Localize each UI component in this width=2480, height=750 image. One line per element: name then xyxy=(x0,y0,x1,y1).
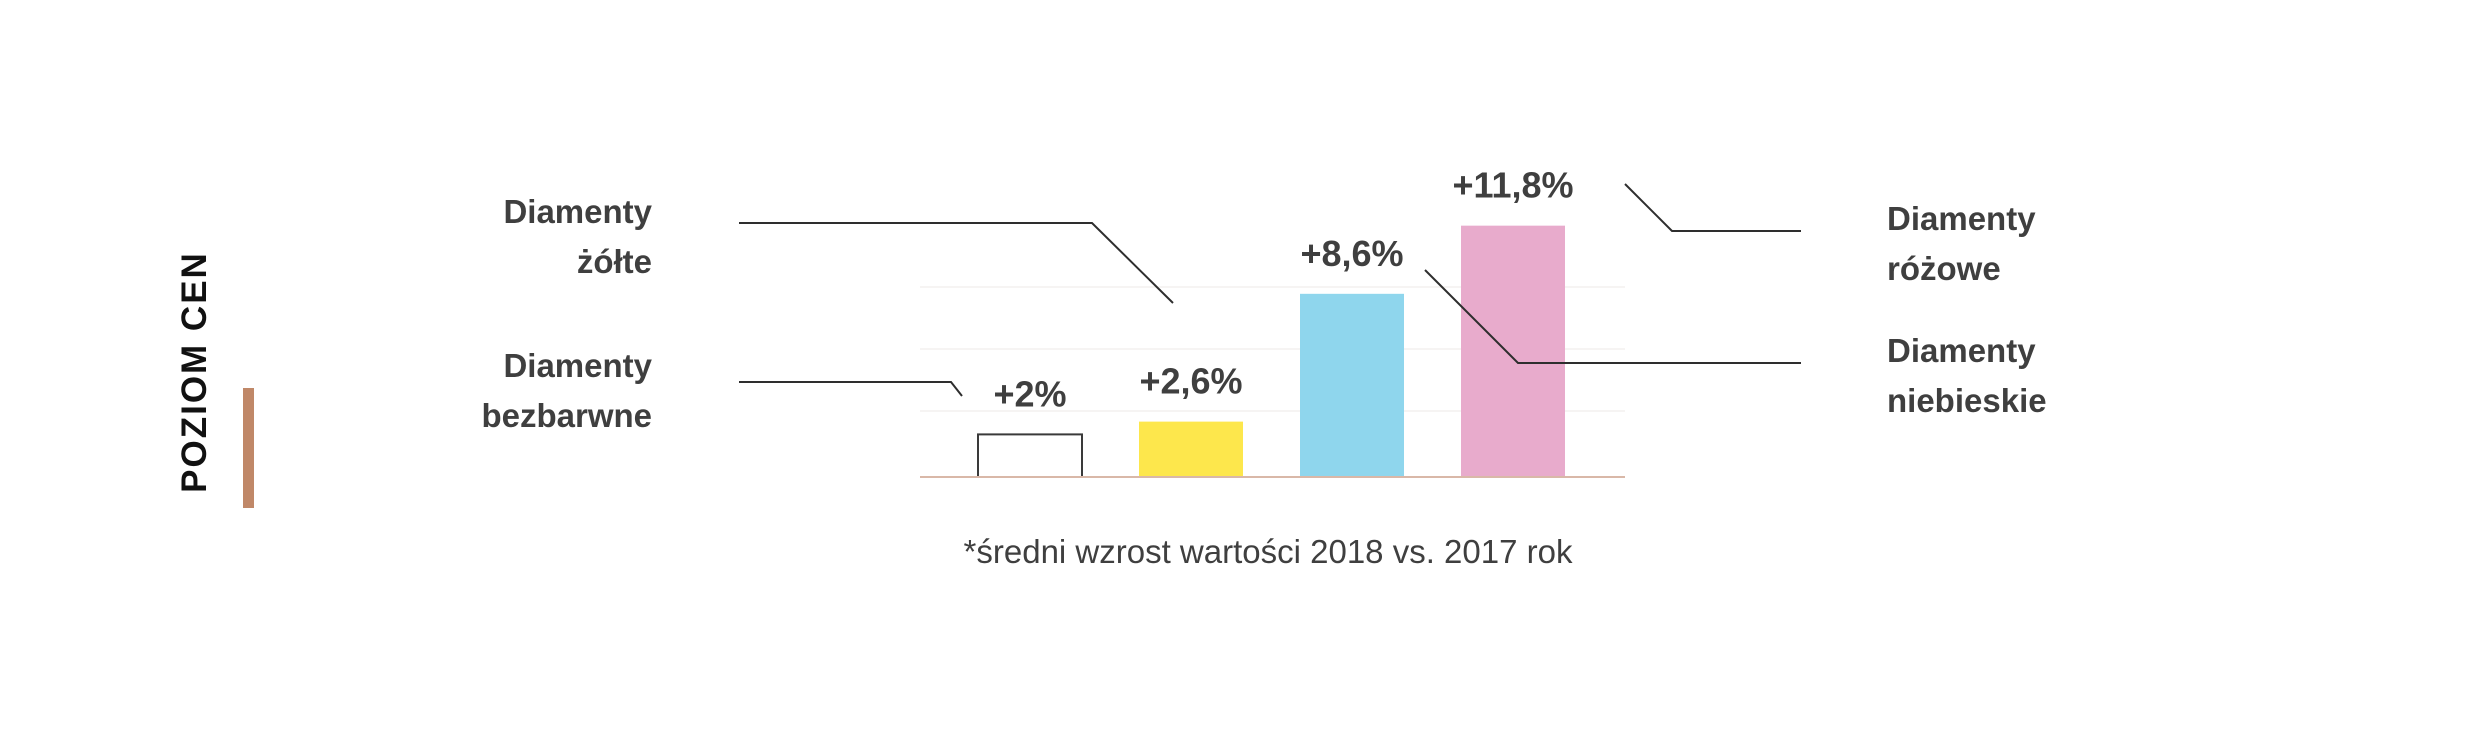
value-label-2: +2,6% xyxy=(1139,361,1242,402)
category-label-4: Diamenty różowe xyxy=(1887,200,2036,287)
value-label-4: +11,8% xyxy=(1452,165,1573,206)
category-labels: Diamenty bezbarwne Diamenty żółte Diamenty ni… xyxy=(481,193,2046,434)
footnote: *średni wzrost wartości 2018 vs. 2017 ro… xyxy=(964,533,1573,570)
y-axis-title: POZIOM CEN xyxy=(175,251,214,493)
leader-lines xyxy=(739,183,1801,397)
bar-1 xyxy=(977,433,1083,478)
category-label-2: Diamenty żółte xyxy=(503,193,652,280)
leader-line-4 xyxy=(1624,183,1801,232)
bar-2 xyxy=(1139,421,1243,477)
bar-3 xyxy=(1300,293,1404,477)
axis-accent-bar xyxy=(243,388,254,508)
value-labels: +2% +2,6% +8,6% +11,8% xyxy=(993,165,1573,415)
category-label-1: Diamenty bezbarwne xyxy=(481,347,652,434)
bars xyxy=(977,225,1565,478)
leader-line-3 xyxy=(1424,269,1801,364)
value-label-3: +8,6% xyxy=(1300,233,1403,274)
category-label-3: Diamenty niebieskie xyxy=(1887,332,2047,419)
value-label-1: +2% xyxy=(993,373,1066,414)
leader-line-2 xyxy=(739,222,1174,304)
bar-4 xyxy=(1461,225,1565,477)
leader-line-1 xyxy=(739,381,963,397)
